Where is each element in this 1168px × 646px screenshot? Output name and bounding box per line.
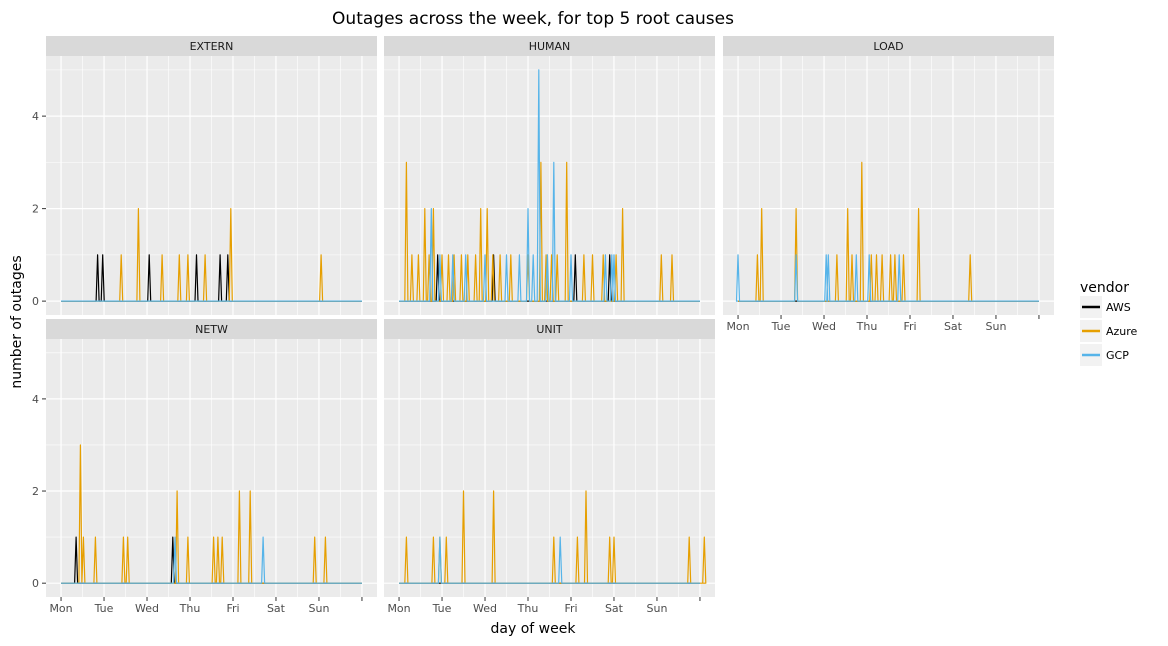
facet-strip-label: HUMAN: [529, 40, 571, 53]
facet-strip: [384, 319, 715, 339]
x-tick-label: Fri: [564, 602, 577, 615]
series-line-gcp: [399, 69, 700, 302]
x-tick-label: Sun: [985, 320, 1006, 333]
facet-panel-load: LOAD Mon Tue Wed Thu Fri Sat Sun: [723, 36, 1054, 333]
facet-panel-extern: EXTERN 0 2 4: [32, 36, 377, 315]
y-tick-label: 2: [32, 485, 39, 498]
chart-title: Outages across the week, for top 5 root …: [332, 9, 734, 29]
x-tick-label: Sun: [308, 602, 329, 615]
x-tick-label: Thu: [517, 602, 539, 615]
facet-strip: [46, 319, 377, 339]
facet-panel-human: HUMAN: [384, 36, 715, 315]
series-line-gcp: [735, 254, 1039, 302]
legend-label: GCP: [1106, 349, 1129, 362]
facet-strip-label: EXTERN: [190, 40, 234, 53]
legend-item-aws: AWS: [1080, 296, 1131, 318]
facet-strip: [46, 36, 377, 56]
x-tick-label: Fri: [903, 320, 916, 333]
facet-strip-label: NETW: [195, 323, 228, 336]
x-tick-label: Fri: [226, 602, 239, 615]
x-tick-label: Mon: [726, 320, 749, 333]
y-tick-label: 4: [32, 110, 39, 123]
x-tick-label: Sat: [267, 602, 286, 615]
x-tick-label: Thu: [856, 320, 878, 333]
series-line-gcp: [399, 536, 700, 584]
facet-strip: [723, 36, 1054, 56]
legend-title: vendor: [1080, 280, 1129, 296]
legend-item-gcp: GCP: [1080, 344, 1129, 366]
y-tick-label: 0: [32, 577, 39, 590]
legend-keys: AWS Azure GCP: [1080, 296, 1138, 366]
legend-label: Azure: [1106, 325, 1138, 338]
x-tick-label: Wed: [812, 320, 836, 333]
x-axis-title: day of week: [491, 621, 577, 637]
series-line-gcp: [61, 536, 362, 584]
y-tick-label: 0: [32, 295, 39, 308]
x-tick-label: Tue: [94, 602, 114, 615]
facet-strip-label: LOAD: [873, 40, 903, 53]
x-tick-label: Mon: [49, 602, 72, 615]
y-axis-title: number of outages: [9, 255, 25, 388]
legend-label: AWS: [1106, 301, 1131, 314]
x-tick-label: Mon: [387, 602, 410, 615]
x-tick-label: Wed: [473, 602, 497, 615]
legend-item-azure: Azure: [1080, 320, 1138, 342]
facet-strip: [384, 36, 715, 56]
x-tick-label: Sat: [944, 320, 963, 333]
x-tick-label: Tue: [432, 602, 452, 615]
y-tick-label: 4: [32, 393, 39, 406]
facet-panel-netw: NETW 0 2 4 Mon Tue Wed Thu Fri Sat Sun: [32, 319, 377, 615]
x-tick-label: Thu: [179, 602, 201, 615]
x-tick-label: Wed: [135, 602, 159, 615]
x-tick-label: Sat: [605, 602, 624, 615]
series-line-azure: [738, 161, 1039, 302]
facet-panel-unit: UNIT Mon Tue Wed Thu Fri Sat Sun: [384, 319, 715, 615]
facet-strip-label: UNIT: [536, 323, 563, 336]
legend: vendor AWS Azure GCP: [1080, 280, 1138, 366]
x-tick-label: Tue: [771, 320, 791, 333]
y-tick-label: 2: [32, 203, 39, 216]
x-tick-label: Sun: [646, 602, 667, 615]
